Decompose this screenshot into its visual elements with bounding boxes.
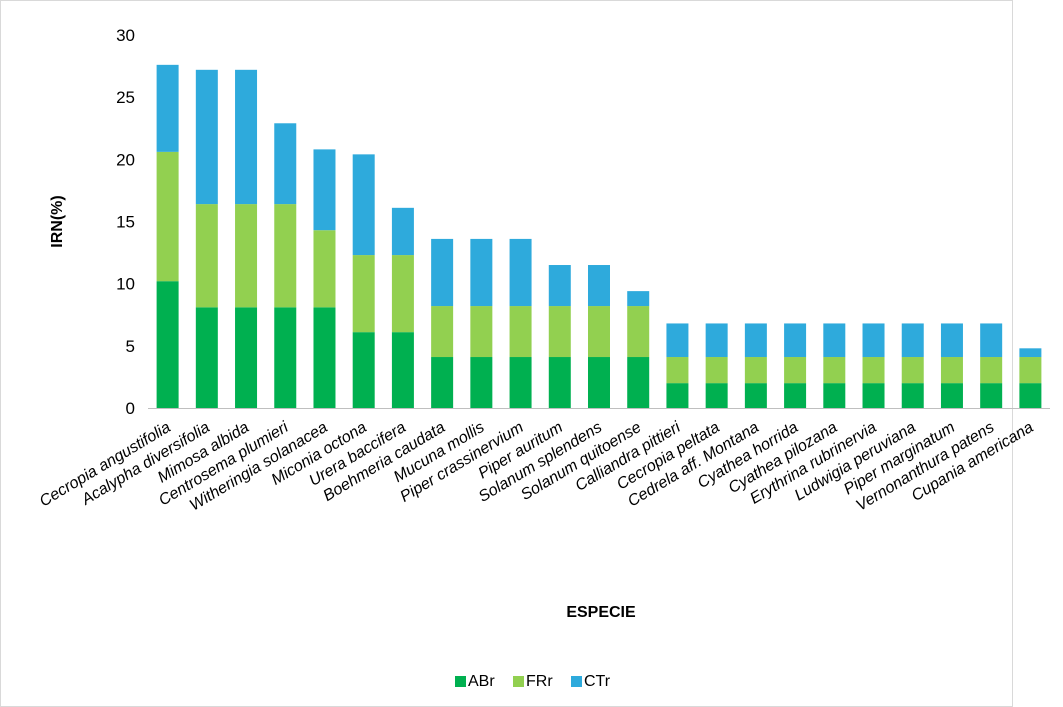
- bar-segment-frr: [744, 357, 767, 384]
- y-tick-label: 5: [126, 337, 135, 356]
- legend: ABr FRr CTr: [455, 673, 611, 690]
- bar-segment-frr: [627, 306, 650, 358]
- bar-segment-frr: [1019, 357, 1042, 384]
- bar-segment-abr: [274, 307, 297, 408]
- bar-segment-abr: [666, 383, 689, 408]
- bar-segment-ctr: [1019, 348, 1042, 358]
- y-axis-ticks: 0 5 10 15 20 25 30: [116, 26, 135, 418]
- bar-segment-abr: [627, 357, 650, 408]
- y-tick-label: 10: [116, 275, 135, 294]
- bar-segment-abr: [313, 307, 336, 408]
- y-tick-label: 0: [126, 399, 135, 418]
- bar-segment-frr: [901, 357, 924, 384]
- bar-segment-abr: [195, 307, 218, 408]
- bar-segment-ctr: [156, 64, 179, 152]
- bar-segment-frr: [588, 306, 610, 358]
- bar-segment-ctr: [235, 69, 258, 205]
- bar-segment-ctr: [666, 323, 689, 358]
- bar-segment-frr: [823, 357, 846, 384]
- bar-segment-abr: [705, 383, 728, 408]
- bar-segment-ctr: [431, 238, 454, 307]
- bar-segment-ctr: [823, 323, 846, 358]
- bar-segment-frr: [352, 255, 375, 333]
- bar-segment-ctr: [588, 265, 610, 307]
- bar-segment-ctr: [313, 149, 336, 231]
- bar-segment-abr: [1019, 383, 1042, 408]
- bar-segment-ctr: [470, 238, 493, 307]
- bar-segment-abr: [548, 357, 571, 408]
- y-axis-title: IRN(%): [49, 195, 66, 247]
- y-tick-label: 30: [116, 26, 135, 45]
- legend-swatch-frr: [513, 676, 524, 687]
- bar-segment-abr: [391, 332, 414, 408]
- bar-segment-abr: [431, 357, 454, 408]
- bar-segment-abr: [744, 383, 767, 408]
- bar-segment-frr: [940, 357, 963, 384]
- bar-segment-ctr: [548, 265, 571, 307]
- bar-segment-frr: [235, 204, 258, 308]
- bar-segment-frr: [666, 357, 689, 384]
- bar-segment-frr: [862, 357, 885, 384]
- bar-segment-abr: [784, 383, 807, 408]
- bar-segment-ctr: [980, 323, 1003, 358]
- bar-segment-frr: [548, 306, 571, 358]
- bar-segment-ctr: [509, 238, 532, 307]
- bar-segment-abr: [509, 357, 532, 408]
- bar-segment-frr: [195, 204, 218, 308]
- bar-segment-frr: [156, 151, 179, 282]
- bar-segment-abr: [862, 383, 885, 408]
- bar-segment-frr: [980, 357, 1003, 384]
- bar-segment-frr: [784, 357, 807, 384]
- bar-segment-ctr: [940, 323, 963, 358]
- y-tick-label: 20: [116, 150, 135, 169]
- chart-border: [0, 0, 1013, 707]
- legend-label-frr: FRr: [526, 673, 553, 690]
- bar-segment-ctr: [391, 207, 414, 256]
- bar-segment-ctr: [195, 69, 218, 205]
- bar-segment-ctr: [352, 154, 375, 256]
- x-axis-title: ESPECIE: [566, 604, 636, 621]
- legend-swatch-ctr: [571, 676, 582, 687]
- bar-segment-abr: [352, 332, 375, 408]
- bar-segment-frr: [509, 306, 532, 358]
- y-tick-label: 15: [116, 213, 135, 232]
- legend-swatch-abr: [455, 676, 466, 687]
- bar-segment-frr: [313, 230, 336, 308]
- y-tick-label: 25: [116, 88, 135, 107]
- bar-segment-frr: [274, 204, 297, 308]
- bar-segment-frr: [431, 306, 454, 358]
- bar-segment-ctr: [274, 123, 297, 205]
- bar-segment-ctr: [744, 323, 767, 358]
- bar-segment-abr: [901, 383, 924, 408]
- bar-segment-abr: [470, 357, 493, 408]
- bars-layer: [156, 64, 1042, 408]
- bar-segment-frr: [705, 357, 728, 384]
- bar-segment-ctr: [784, 323, 807, 358]
- bar-segment-abr: [823, 383, 846, 408]
- bar-segment-abr: [588, 357, 610, 408]
- legend-label-ctr: CTr: [584, 673, 611, 690]
- bar-segment-ctr: [862, 323, 885, 358]
- bar-segment-ctr: [705, 323, 728, 358]
- bar-segment-abr: [940, 383, 963, 408]
- legend-label-abr: ABr: [468, 673, 495, 690]
- bar-segment-ctr: [901, 323, 924, 358]
- bar-segment-abr: [156, 281, 179, 408]
- bar-segment-frr: [391, 255, 414, 333]
- bar-segment-abr: [980, 383, 1003, 408]
- bar-segment-ctr: [627, 291, 650, 307]
- bar-segment-frr: [470, 306, 493, 358]
- bar-segment-abr: [235, 307, 258, 408]
